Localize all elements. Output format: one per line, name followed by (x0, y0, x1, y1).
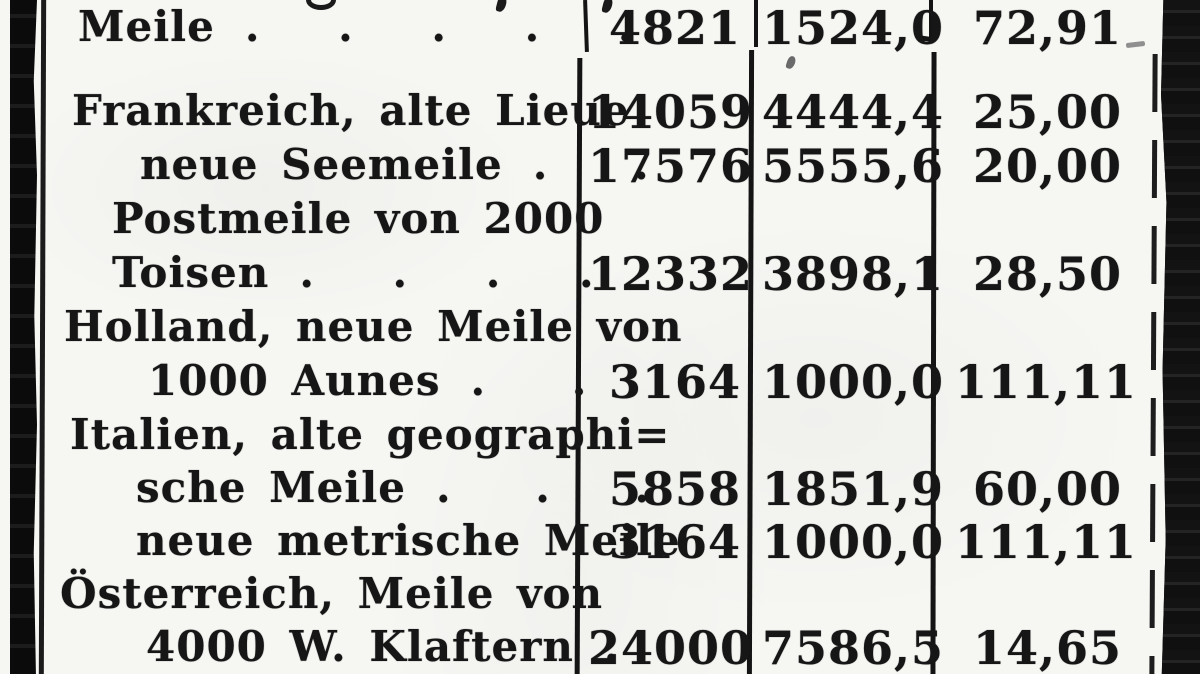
table-cell-col1: 14059 (588, 85, 754, 139)
row-label: Italien, alte geographi= (70, 410, 671, 459)
table-cell-col3: 25,00 (972, 85, 1122, 139)
page-binding-bar-right (1161, 0, 1200, 674)
table-row: Italien, alte geographi= (70, 408, 669, 462)
table-cell-col3: 72,91 (972, 1, 1122, 55)
row-label: sche Meile (136, 463, 406, 512)
ink-speck (785, 55, 797, 70)
table-cell-col3: 60,00 (972, 462, 1122, 516)
table-cell-col1: 17576 (588, 139, 754, 193)
row-label: neue Seemeile (140, 140, 503, 189)
table-cell-col3: 20,00 (972, 139, 1122, 193)
table-cell-col3: 111,11 (955, 515, 1138, 569)
table-row: Meile . . . . . (78, 0, 632, 54)
leader-dots: . . . . . (244, 2, 633, 51)
table-row: neue metrische Meile (136, 514, 680, 568)
leader-dots: . . . (435, 463, 650, 512)
table-cell-col3: 111,11 (955, 355, 1138, 409)
row-label: Postmeile von 2000 (112, 194, 605, 243)
table-cell-col2: 1524,0 (762, 1, 945, 55)
column-rule-3 (929, 0, 933, 37)
table-cell-col2: 5555,6 (762, 139, 945, 193)
table-cell-col3: 14,65 (972, 621, 1122, 674)
ink-speck (1125, 40, 1146, 49)
table-row: 1000 Aunes . . (148, 354, 586, 408)
table-row: 4000 W. Klaftern . (146, 620, 619, 674)
table-row: Postmeile von 2000 (112, 192, 603, 246)
table-cell-col1: 12332 (588, 247, 754, 301)
table-cell-col2: 1851,9 (762, 462, 945, 516)
cut-glyph-remnant (306, 0, 336, 10)
table-row: Österreich, Meile von (60, 567, 602, 621)
table-cell-col2: 1000,0 (762, 515, 945, 569)
leader-dots: . . (532, 140, 649, 189)
row-label: 4000 W. Klaftern (146, 622, 574, 671)
row-label: neue metrische Meile (136, 516, 681, 565)
table-cell-col2: 3898,1 (762, 247, 945, 301)
table-row: Holland, neue Meile von (64, 300, 682, 354)
row-label: Holland, neue Meile von (64, 302, 683, 351)
row-label: Österreich, Meile von (60, 569, 604, 618)
leader-dots: . (603, 622, 619, 671)
table-border-right (1149, 53, 1158, 674)
table-cell-col2: 1000,0 (762, 355, 945, 409)
table-cell-col2: 4444,4 (762, 85, 945, 139)
table-cell-col2: 7586,5 (762, 621, 945, 674)
page-binding-bar-left (10, 0, 37, 674)
table-row: sche Meile . . . (136, 461, 649, 515)
row-label: Meile (78, 2, 215, 51)
table-cell-col1: 5858 (608, 462, 741, 516)
leader-dots: . . . . (299, 248, 594, 297)
table-row: Frankreich, alte Lieue (72, 84, 629, 138)
table-cell-col1: 3164 (608, 355, 741, 409)
table-border-left (38, 0, 47, 674)
table-cell-col1: 24000 (588, 621, 754, 674)
table-row: neue Seemeile . . (140, 138, 649, 192)
table-row: Toisen . . . . (112, 246, 594, 300)
row-label: 1000 Aunes (148, 356, 441, 405)
table-cell-col1: 4821 (608, 1, 741, 55)
table-cell-col1: 3164 (608, 515, 741, 569)
table-cell-col3: 28,50 (972, 247, 1122, 301)
row-label: Frankreich, alte Lieue (72, 86, 630, 135)
leader-dots: . . (470, 356, 587, 405)
column-rule-2 (754, 0, 758, 47)
row-label: Toisen (112, 248, 270, 297)
